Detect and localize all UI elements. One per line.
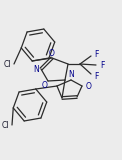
Text: N: N [68, 69, 74, 79]
Text: O: O [42, 80, 48, 89]
Text: Cl: Cl [1, 120, 9, 129]
Text: F: F [100, 60, 104, 69]
Text: Cl: Cl [3, 60, 11, 68]
Text: N: N [33, 64, 39, 73]
Text: O: O [86, 81, 92, 91]
Text: F: F [94, 49, 98, 59]
Text: O: O [49, 48, 55, 57]
Text: F: F [94, 72, 98, 80]
